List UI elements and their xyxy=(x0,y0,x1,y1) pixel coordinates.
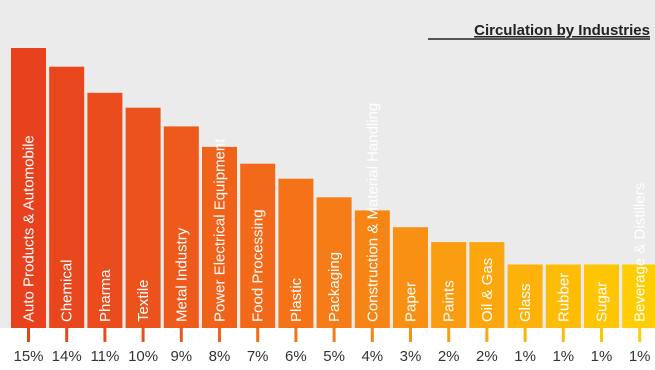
bar-16 xyxy=(622,264,655,328)
bar-9 xyxy=(354,210,390,328)
bar-category-label: Metal Industry xyxy=(173,227,190,322)
bar-category-label: Construction & Material Handling xyxy=(364,103,381,322)
value-label: 1% xyxy=(514,348,536,365)
value-label: 10% xyxy=(128,348,158,365)
bar-3 xyxy=(125,107,161,328)
bar-5 xyxy=(202,146,237,328)
bar-0 xyxy=(11,48,46,328)
value-label: 14% xyxy=(52,348,82,365)
bar-category-label: Paper xyxy=(403,282,420,322)
bar-2 xyxy=(87,92,123,328)
value-label: 6% xyxy=(285,348,307,365)
bars-group: Auto Products & Automobile Chemical Pharma… xyxy=(11,48,655,329)
value-label: 9% xyxy=(170,348,192,365)
value-label: 15% xyxy=(13,348,43,365)
bar-category-label: Food Processing xyxy=(250,209,267,322)
bar-13 xyxy=(507,264,543,328)
bar-category-label: Rubber xyxy=(555,273,572,322)
value-labels-group: 15% 14% 11% 10% 9% 8% 7% 6% 5% 4% 3% 2% 2% 1% 1% 1% 1% xyxy=(13,348,650,365)
value-label: 8% xyxy=(209,348,231,365)
bar-10 xyxy=(393,227,428,328)
value-label: 11% xyxy=(90,348,119,365)
bar-1 xyxy=(49,66,85,328)
bar-11 xyxy=(431,242,467,328)
bar-6 xyxy=(240,163,276,328)
value-label: 2% xyxy=(476,348,498,365)
bar-category-label: Power Electrical Equipment xyxy=(212,138,229,322)
value-label: 7% xyxy=(247,348,269,365)
value-label: 1% xyxy=(552,348,574,365)
bar-category-label: Plastic xyxy=(288,277,305,322)
bar-category-label: Glass xyxy=(517,284,534,322)
bar-4 xyxy=(163,126,199,329)
value-label: 4% xyxy=(361,348,383,365)
bar-8 xyxy=(316,197,352,328)
value-label: 5% xyxy=(323,348,345,365)
bar-category-label: Auto Products & Automobile xyxy=(21,135,38,322)
bar-category-label: Sugar xyxy=(594,282,611,322)
value-label: 1% xyxy=(629,348,651,365)
chart-title: Circulation by Industries xyxy=(474,22,650,39)
bar-category-label: Beverage & Distillers xyxy=(632,183,649,322)
value-label: 2% xyxy=(438,348,460,365)
bar-category-label: Paints xyxy=(441,280,458,322)
bar-12 xyxy=(469,242,505,328)
bar-category-label: Oil & Gas xyxy=(479,258,496,322)
bar-category-label: Textile xyxy=(135,279,152,322)
bar-category-label: Chemical xyxy=(59,259,76,322)
bar-7 xyxy=(278,178,314,328)
value-label: 1% xyxy=(591,348,613,365)
bar-15 xyxy=(584,264,619,328)
value-label: 3% xyxy=(400,348,422,365)
bar-category-label: Packaging xyxy=(326,252,343,322)
bar-14 xyxy=(545,264,581,328)
bar-category-label: Pharma xyxy=(97,269,114,322)
ticks-group xyxy=(27,328,642,342)
